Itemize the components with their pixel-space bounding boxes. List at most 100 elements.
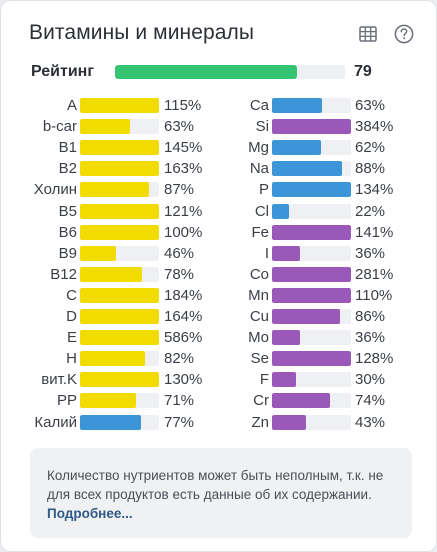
nutrient-bar-fill <box>272 266 351 282</box>
nutrient-row-f: F 30% <box>191 369 431 390</box>
nutrient-bar <box>80 372 159 388</box>
info-note-text: Количество нутриентов может быть неполны… <box>47 468 384 502</box>
nutrient-row-p: P 134% <box>191 179 431 200</box>
nutrient-row-h: H 82% <box>1 348 211 369</box>
nutrient-name: вит.K <box>41 371 77 389</box>
nutrient-name: A <box>66 97 77 114</box>
nutrient-name: Калий <box>34 413 77 431</box>
nutrient-row-ca: Ca 63% <box>191 95 431 116</box>
nutrient-row-e: E 586% <box>1 327 211 348</box>
nutrient-percent: 78% <box>164 265 195 283</box>
nutrient-bar <box>272 266 351 282</box>
nutrient-row-вит-k: вит.K 130% <box>1 369 211 390</box>
nutrient-bar <box>80 309 159 324</box>
nutrient-row-b5: B5 121% <box>1 201 211 222</box>
nutrient-row-zn: Zn 43% <box>191 412 431 433</box>
nutrient-bar <box>272 203 351 219</box>
nutrient-bar <box>80 393 159 409</box>
nutrient-row-na: Na 88% <box>191 158 431 179</box>
rating-value: 79 <box>354 63 372 80</box>
nutrient-percent: 141% <box>355 223 394 241</box>
nutrient-bar-fill <box>80 140 159 156</box>
card-title: Витамины и минералы <box>29 21 255 44</box>
nutrient-percent: 100% <box>164 223 203 241</box>
nutrient-bar-fill <box>272 309 340 324</box>
nutrient-name: PP <box>56 392 77 410</box>
nutrient-percent: 115% <box>164 97 202 114</box>
nutrient-bar-fill <box>80 119 130 135</box>
nutrient-bar <box>272 309 351 324</box>
nutrient-row-co: Co 281% <box>191 264 431 285</box>
nutrient-name: Ca <box>249 97 269 114</box>
nutrient-name: B6 <box>58 223 77 241</box>
nutrient-row-pp: PP 71% <box>1 390 211 411</box>
nutrient-bar-fill <box>80 161 159 177</box>
nutrient-row-b-car: b-car 63% <box>1 116 211 137</box>
help-circle-icon[interactable] <box>393 23 415 45</box>
nutrient-bar-fill <box>80 309 159 324</box>
nutrient-percent: 36% <box>355 244 386 262</box>
nutrient-bar-fill <box>272 224 351 240</box>
nutrient-bar-fill <box>272 351 351 367</box>
nutrient-bar-fill <box>80 393 137 409</box>
nutrient-row-калий: Калий 77% <box>1 412 211 433</box>
nutrient-name: H <box>66 350 77 368</box>
nutrient-percent: 121% <box>164 202 203 220</box>
nutrient-bar-fill <box>272 119 351 135</box>
nutrient-percent: 86% <box>355 308 386 325</box>
nutrient-row-b12: B12 78% <box>1 264 211 285</box>
nutrient-percent: 281% <box>355 265 394 283</box>
nutrient-percent: 128% <box>355 350 394 368</box>
nutrient-row-i: I 36% <box>191 243 431 264</box>
nutrient-bar-fill <box>272 182 351 198</box>
nutrient-bar-fill <box>80 98 159 113</box>
nutrient-name: Si <box>255 118 269 136</box>
nutrient-bar <box>80 140 159 156</box>
more-link[interactable]: Подробнее... <box>47 506 133 521</box>
nutrient-percent: 71% <box>164 392 195 410</box>
nutrient-percent: 87% <box>164 181 195 199</box>
nutrient-row-b9: B9 46% <box>1 243 211 264</box>
rating-bar-fill <box>115 65 297 79</box>
nutrient-row-cr: Cr 74% <box>191 390 431 411</box>
nutrient-bar <box>80 203 159 219</box>
nutrient-bar <box>272 372 351 388</box>
nutrient-bar <box>80 266 159 282</box>
nutrient-row-se: Se 128% <box>191 348 431 369</box>
nutrient-bar <box>272 287 351 303</box>
nutrient-bar-fill <box>80 351 145 367</box>
nutrient-bar-fill <box>272 330 301 346</box>
nutrient-bar <box>272 98 351 113</box>
nutrient-row-mg: Mg 62% <box>191 137 431 158</box>
nutrient-percent: 145% <box>164 139 203 157</box>
nutrient-bar <box>272 414 351 430</box>
nutrient-name: Cu <box>249 308 269 325</box>
nutrient-bar <box>80 161 159 177</box>
nutrient-bar <box>80 245 159 261</box>
nutrient-percent: 384% <box>355 118 394 136</box>
nutrient-bar <box>272 351 351 367</box>
nutrient-bar <box>80 119 159 135</box>
nutrient-bar-fill <box>272 245 301 261</box>
nutrient-percent: 63% <box>355 97 386 114</box>
nutrient-bar <box>80 182 159 198</box>
nutrient-row-fe: Fe 141% <box>191 222 431 243</box>
nutrient-percent: 36% <box>355 329 386 347</box>
nutrient-name: Холин <box>33 181 77 199</box>
nutrient-row-a: A 115% <box>1 95 211 116</box>
nutrient-row-b2: B2 163% <box>1 158 211 179</box>
nutrient-bar <box>272 245 351 261</box>
nutrient-name: b-car <box>42 118 77 136</box>
nutrient-name: Zn <box>251 413 269 431</box>
table-icon[interactable] <box>357 23 379 45</box>
nutrient-bar <box>80 224 159 240</box>
nutrient-row-mo: Mo 36% <box>191 327 431 348</box>
nutrient-percent: 43% <box>355 413 386 431</box>
nutrient-name: Fe <box>251 223 269 241</box>
nutrient-bar-fill <box>272 161 342 177</box>
nutrient-bar <box>272 119 351 135</box>
info-note: Количество нутриентов может быть неполны… <box>30 448 412 538</box>
nutrient-bar-fill <box>80 414 141 430</box>
nutrient-name: Co <box>249 265 269 283</box>
nutrient-row-cl: Cl 22% <box>191 201 431 222</box>
